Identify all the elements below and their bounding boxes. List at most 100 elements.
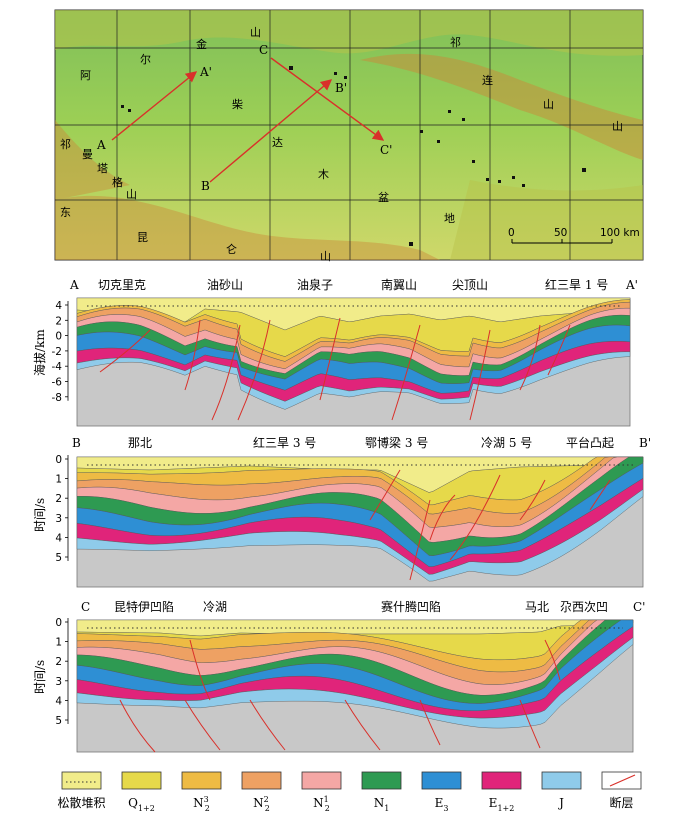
y-tick-label: 0 bbox=[55, 454, 62, 466]
kunlun-range-shade bbox=[55, 195, 440, 260]
well-pingtai: 平台凸起 bbox=[566, 435, 614, 450]
legend-item-n1: N1 bbox=[361, 771, 402, 813]
map-basin-char-4: 盆 bbox=[378, 190, 389, 204]
fault-line bbox=[99, 329, 151, 373]
map-region-names: 柴 达 木 盆 地 阿 尔 金 山 祁 连 山 山 东 昆 仑 山 祁 曼 塔 … bbox=[60, 26, 623, 263]
fault-line bbox=[119, 699, 156, 753]
profile-line-cc bbox=[270, 57, 385, 141]
profile-lines bbox=[111, 57, 385, 183]
well-nanyishan: 南翼山 bbox=[381, 277, 417, 292]
section-aa-faults bbox=[99, 317, 571, 421]
section-cc-faults bbox=[119, 639, 561, 753]
map-kunlun-char-4: 山 bbox=[320, 250, 331, 263]
layer-j bbox=[76, 488, 644, 582]
map-label-c: C bbox=[259, 43, 268, 57]
y-tick-label: 0 bbox=[55, 617, 62, 629]
well-mabei: 马北 bbox=[525, 600, 549, 614]
map-label-c-prime: C' bbox=[380, 143, 392, 157]
legend-label: J bbox=[557, 796, 564, 810]
y-tick-label: 1 bbox=[55, 637, 62, 649]
map-basin-char-3: 木 bbox=[318, 168, 329, 181]
map-basin-char-2: 达 bbox=[272, 136, 283, 149]
layer-j bbox=[76, 351, 631, 410]
section-cc-end-label: C' bbox=[633, 600, 645, 614]
legend-swatch bbox=[361, 771, 402, 790]
section-bb: B B' 那北 红三旱 3 号 鄂博梁 3 号 冷湖 5 号 平台凸起 时间/s… bbox=[33, 435, 651, 588]
legend-item-e3: E3 bbox=[421, 771, 462, 813]
location-map: A A' B B' C C' 柴 达 木 盆 地 阿 尔 金 山 祁 连 山 山… bbox=[54, 9, 644, 263]
well-eboliang-3: 鄂博梁 3 号 bbox=[365, 435, 428, 450]
section-aa-layers bbox=[76, 297, 631, 410]
legend-swatch bbox=[301, 771, 342, 790]
map-west-char-4: 格 bbox=[112, 175, 123, 189]
y-tick-label: -2 bbox=[52, 346, 62, 358]
well-jiandingshan: 尖顶山 bbox=[452, 278, 488, 292]
section-cc-start-label: C bbox=[81, 600, 90, 614]
fault-line bbox=[409, 499, 431, 581]
map-kunlun-char-2: 昆 bbox=[137, 231, 148, 244]
legend-swatch bbox=[121, 771, 162, 790]
map-altun-char-3: 金 bbox=[196, 37, 207, 51]
map-altun-char-2: 尔 bbox=[140, 53, 151, 66]
map-kunlun-char-3: 仑 bbox=[226, 242, 237, 256]
well-youshashan: 油砂山 bbox=[207, 278, 243, 292]
legend-swatch bbox=[181, 771, 222, 790]
map-grid bbox=[55, 10, 643, 260]
section-cc-layers bbox=[76, 619, 634, 729]
legend-label: E3 bbox=[435, 796, 449, 813]
qilian-range-shade bbox=[360, 53, 643, 160]
map-west-char-2: 曼 bbox=[82, 148, 93, 161]
legend-swatch bbox=[541, 771, 582, 790]
legend-item-e12: E1+2 bbox=[481, 771, 522, 813]
fault-line bbox=[249, 699, 286, 751]
profile-line-bb bbox=[209, 79, 333, 183]
y-tick-label: 4 bbox=[55, 300, 62, 312]
fault-line bbox=[211, 324, 241, 421]
well-saishiteng: 赛什腾凹陷 bbox=[381, 599, 441, 614]
map-basin-char-5: 地 bbox=[444, 212, 455, 225]
well-hongsanhan-3: 红三旱 3 号 bbox=[253, 435, 316, 450]
fault-line bbox=[544, 639, 561, 681]
fault-line bbox=[589, 479, 611, 511]
profile-line-aa bbox=[111, 71, 198, 141]
northern-highlands bbox=[55, 10, 643, 56]
legend-label: 断层 bbox=[609, 795, 633, 810]
well-qiekelike: 切克里克 bbox=[98, 278, 146, 292]
fault-line bbox=[319, 317, 341, 401]
layer-j bbox=[76, 637, 634, 729]
y-tick-label: 0 bbox=[55, 331, 62, 343]
section-bb-start-label: B bbox=[72, 436, 81, 450]
legend-label: N2 2 bbox=[253, 795, 270, 813]
fault-line bbox=[189, 639, 211, 701]
map-label-a-prime: A' bbox=[199, 65, 212, 79]
legend-label: N1 2 bbox=[313, 795, 330, 813]
map-qilian-char-2: 连 bbox=[482, 74, 493, 87]
legend-item-n21: N1 2 bbox=[301, 771, 342, 813]
map-west-char-5: 山 bbox=[126, 188, 137, 201]
legend-item-n22: N2 2 bbox=[241, 771, 282, 813]
y-tick-label: -4 bbox=[52, 361, 63, 373]
southeast-highlands bbox=[450, 180, 643, 260]
fault-line bbox=[369, 469, 401, 521]
well-youquanzi: 油泉子 bbox=[297, 278, 333, 292]
legend-label: N1 bbox=[374, 796, 390, 813]
y-tick-label: 4 bbox=[55, 695, 62, 707]
legend: 松散堆积 Q1+2 N3 2 N2 2 N1 2 N1 E3 E1+2 J 断层 bbox=[57, 771, 642, 813]
map-label-b: B bbox=[201, 179, 210, 193]
section-cc: C C' 昆特伊凹陷 冷湖 赛什腾凹陷 马北 尕西次凹 时间/s 0 1 2 3 4 5 bbox=[33, 599, 645, 753]
fault-line bbox=[449, 474, 501, 561]
legend-label: E1+2 bbox=[489, 796, 515, 813]
legend-swatch bbox=[241, 771, 282, 790]
fault-line bbox=[519, 479, 546, 521]
y-tick-label: -6 bbox=[52, 377, 63, 389]
west-range-shade bbox=[55, 120, 130, 200]
well-lenghu-5: 冷湖 5 号 bbox=[481, 435, 532, 450]
fault-line bbox=[344, 699, 381, 751]
y-tick-label: 3 bbox=[55, 676, 62, 688]
scale-label-50: 50 bbox=[554, 227, 567, 239]
y-tick-label: 5 bbox=[55, 715, 62, 727]
section-cc-y-title: 时间/s bbox=[33, 660, 47, 694]
well-nabei: 那北 bbox=[128, 436, 152, 450]
map-qilian-char-4: 山 bbox=[612, 120, 623, 133]
